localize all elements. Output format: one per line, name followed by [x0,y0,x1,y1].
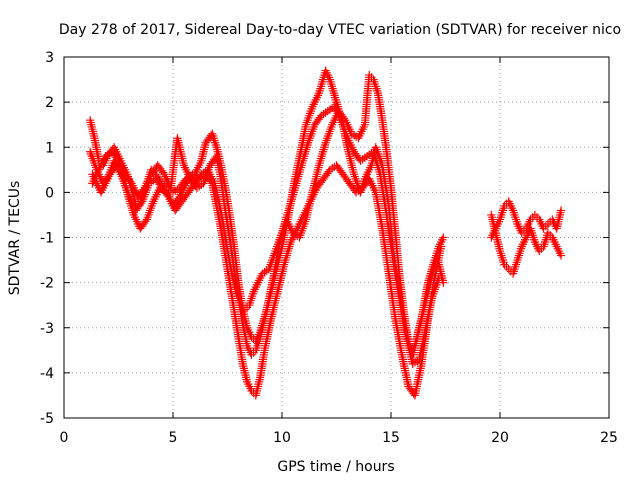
y-tick-label: 0 [45,185,54,201]
x-tick-label: 15 [382,430,400,446]
data-point-series-2 [437,242,446,251]
x-tick-label: 5 [169,430,178,446]
y-axis-label: SDTVAR / TECUs [7,181,23,296]
data-point-series-6 [556,251,566,260]
data-point-series-5 [556,206,566,215]
axis-ticks [63,56,610,419]
y-tick-labels: -5 -4 -3 -2 -1 0 1 2 3 [40,50,54,427]
y-tick-label: -2 [40,276,54,292]
data-points [86,66,566,400]
data-point-series-4 [439,278,448,287]
x-tick-labels: 0 5 10 15 20 25 [60,430,618,446]
y-tick-label: 3 [45,50,54,66]
x-tick-label: 10 [273,430,291,446]
chart-title: Day 278 of 2017, Sidereal Day-to-day VTE… [59,22,621,38]
y-tick-label: -5 [40,411,54,427]
y-tick-label: -1 [40,231,54,247]
y-tick-label: 2 [45,95,54,111]
x-tick-label: 20 [491,430,509,446]
x-tick-label: 0 [60,430,69,446]
x-axis-label: GPS time / hours [277,459,394,475]
data-point-series-1 [439,233,448,242]
y-tick-label: -3 [40,321,54,337]
y-tick-label: -4 [40,366,54,382]
x-tick-label: 25 [600,430,618,446]
y-tick-label: 1 [45,140,54,156]
